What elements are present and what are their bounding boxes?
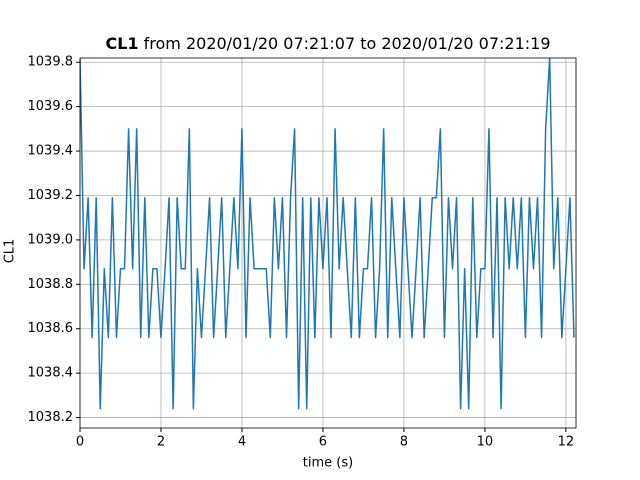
x-tick-label: 10 bbox=[477, 435, 494, 450]
y-tick-label: 1039.2 bbox=[28, 188, 74, 203]
y-tick-label: 1039.8 bbox=[28, 55, 74, 70]
chart-title: CL1 from 2020/01/20 07:21:07 to 2020/01/… bbox=[105, 34, 550, 53]
y-tick-label: 1039.0 bbox=[28, 232, 74, 247]
y-tick-label: 1038.4 bbox=[28, 366, 74, 381]
title-bold: CL1 bbox=[105, 34, 138, 53]
x-tick-label: 8 bbox=[400, 435, 408, 450]
y-tick-label: 1038.6 bbox=[28, 321, 74, 336]
plot-frame bbox=[79, 57, 577, 429]
y-axis-label: CL1 bbox=[3, 239, 18, 264]
title-text: from 2020/01/20 07:21:07 to 2020/01/20 0… bbox=[144, 34, 551, 53]
y-tick-label: 1038.2 bbox=[28, 410, 74, 425]
y-tick-label: 1039.6 bbox=[28, 99, 74, 114]
data-line bbox=[80, 58, 575, 410]
x-tick-label: 0 bbox=[76, 435, 84, 450]
x-tick-label: 2 bbox=[157, 435, 165, 450]
x-axis-label: time (s) bbox=[303, 456, 353, 471]
x-tick-label: 12 bbox=[558, 435, 575, 450]
x-tick-label: 4 bbox=[238, 435, 246, 450]
y-tick-label: 1038.8 bbox=[28, 277, 74, 292]
y-tick-label: 1039.4 bbox=[28, 144, 74, 159]
x-tick-label: 6 bbox=[319, 435, 327, 450]
